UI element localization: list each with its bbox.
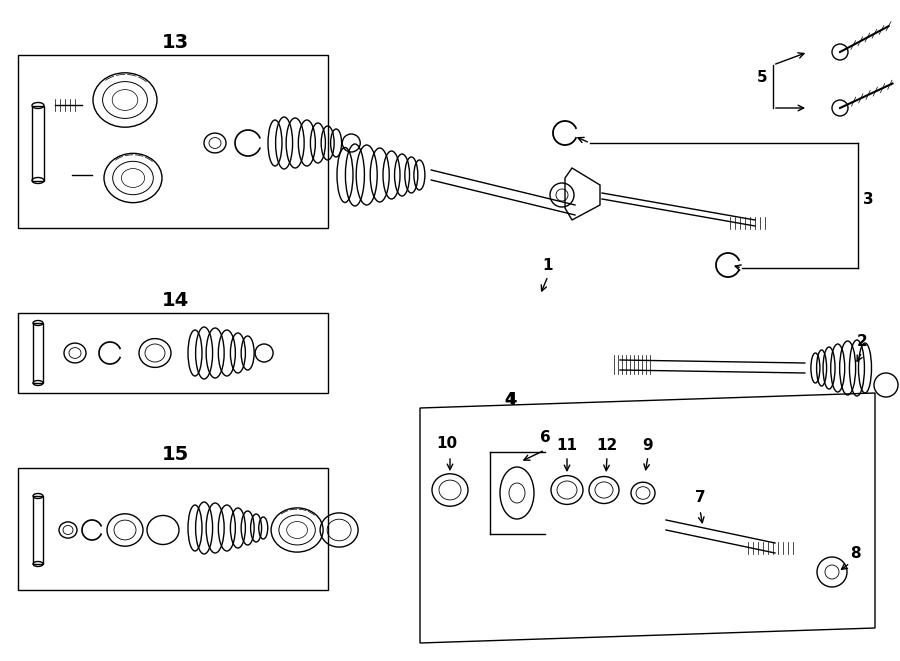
Text: 13: 13: [161, 32, 189, 52]
Text: 1: 1: [543, 258, 553, 272]
Text: 8: 8: [850, 545, 860, 561]
Text: 3: 3: [863, 192, 873, 208]
Text: 4: 4: [504, 391, 517, 409]
Text: 14: 14: [161, 290, 189, 309]
Text: 15: 15: [161, 446, 189, 465]
Bar: [33, 496, 43, 564]
Text: 9: 9: [643, 438, 653, 453]
Bar: [18, 55, 328, 228]
Text: 2: 2: [857, 334, 868, 350]
Bar: [33, 323, 43, 383]
Text: 11: 11: [556, 438, 578, 453]
Text: 4: 4: [505, 393, 516, 407]
Text: 5: 5: [757, 71, 768, 85]
Text: 7: 7: [695, 490, 706, 506]
Bar: [18, 468, 328, 590]
Bar: [32, 106, 44, 180]
Text: 12: 12: [597, 438, 617, 453]
Text: 10: 10: [436, 436, 457, 451]
Bar: [18, 313, 328, 393]
Text: 6: 6: [540, 430, 551, 446]
